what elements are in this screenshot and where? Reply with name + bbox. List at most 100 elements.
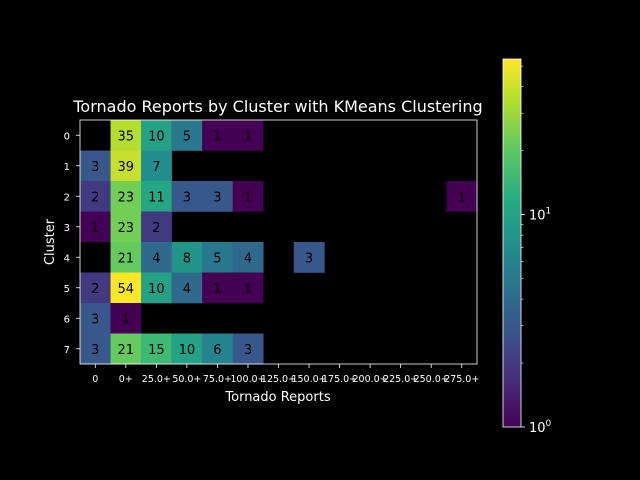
heatmap-cell <box>171 181 203 212</box>
heatmap-cell <box>141 150 172 182</box>
cell-value-label: 4 <box>183 282 191 297</box>
x-axis-label: Tornado Reports <box>224 390 330 405</box>
cell-value-label: 21 <box>118 251 135 266</box>
heatmap-cell <box>171 333 203 365</box>
colorbar-tick-label: 101 <box>529 207 551 224</box>
heatmap-cell <box>141 333 172 365</box>
x-axis-ticks: 0 0+ 25.0+ 50.0+ 75.0+100.0+125.0+150.0+175.… <box>92 364 479 385</box>
cell-value-label: 1 <box>122 312 130 327</box>
cell-value-label: 10 <box>148 282 165 297</box>
x-tick-label: 0+ <box>119 374 133 385</box>
heatmap-cell <box>202 242 233 273</box>
cell-value-label: 1 <box>213 282 221 297</box>
cell-value-label: 2 <box>91 190 99 205</box>
cell-value-label: 1 <box>244 129 252 144</box>
x-tick-label: 100.0+ <box>230 374 265 385</box>
cell-value-label: 7 <box>152 160 160 175</box>
heatmap-cell <box>232 242 264 273</box>
cell-value-label: 3 <box>91 343 99 358</box>
heatmap-cell <box>202 333 233 365</box>
y-tick-label: 1 <box>64 162 70 173</box>
y-tick-label: 4 <box>64 253 70 264</box>
cell-value-label: 54 <box>118 282 135 297</box>
heatmap-cells: 35 10 5 1 13 39 72 23 11 3 3 1 11 23 221 4 8 5 4 32 54 10 4 1 13… <box>80 120 478 365</box>
cell-value-label: 1 <box>458 190 466 205</box>
heatmap-cell <box>110 303 142 334</box>
y-axis-ticks: 0 1 2 3 4 5 6 7 <box>64 131 80 356</box>
heatmap-cell <box>232 120 264 151</box>
cell-value-label: 3 <box>91 312 99 327</box>
heatmap-cell <box>202 120 233 151</box>
chart-title: Tornado Reports by Cluster with KMeans C… <box>72 97 482 116</box>
cell-value-label: 11 <box>148 190 165 205</box>
x-tick-label: 175.0+ <box>322 374 357 385</box>
cell-value-label: 1 <box>91 221 99 236</box>
heatmap-cell <box>110 181 142 212</box>
heatmap-cell <box>80 181 111 212</box>
heatmap-cell <box>232 272 264 304</box>
heatmap-cell <box>141 242 172 273</box>
heatmap-cell <box>141 211 172 243</box>
x-tick-label: 0 <box>92 374 98 385</box>
cell-value-label: 3 <box>244 343 252 358</box>
heatmap-cell <box>232 181 264 212</box>
colorbar-tick-label: 100 <box>529 419 552 436</box>
y-tick-label: 5 <box>64 284 70 295</box>
heatmap-cell <box>80 272 111 304</box>
cell-value-label: 1 <box>213 129 221 144</box>
heatmap-cell <box>141 120 172 151</box>
cell-value-label: 4 <box>244 251 252 266</box>
y-axis-label: Cluster <box>43 218 58 265</box>
cell-value-label: 8 <box>183 251 191 266</box>
cell-value-label: 6 <box>213 343 221 358</box>
cell-value-label: 1 <box>244 282 252 297</box>
x-tick-label: 125.0+ <box>261 374 296 385</box>
heatmap-cell <box>80 150 111 182</box>
cell-value-label: 3 <box>91 160 99 175</box>
heatmap-cell <box>80 303 111 334</box>
heatmap-cell <box>141 272 172 304</box>
x-tick-label: 275.0+ <box>444 374 479 385</box>
cell-value-label: 3 <box>213 190 221 205</box>
y-tick-label: 6 <box>64 314 70 325</box>
y-tick-label: 3 <box>64 223 70 234</box>
cell-value-label: 10 <box>148 129 165 144</box>
cell-value-label: 1 <box>244 190 252 205</box>
x-tick-label: 250.0+ <box>414 374 449 385</box>
heatmap-cell <box>110 272 142 304</box>
cell-value-label: 23 <box>118 221 135 236</box>
heatmap-cell <box>110 120 142 151</box>
colorbar-ticks: 100 101 <box>521 65 552 436</box>
x-tick-label: 25.0+ <box>142 374 171 385</box>
heatmap-cell <box>232 333 264 365</box>
heatmap-cell <box>202 181 233 212</box>
cell-value-label: 15 <box>148 343 165 358</box>
cell-value-label: 10 <box>179 343 196 358</box>
cell-value-label: 2 <box>91 282 99 297</box>
cell-value-label: 2 <box>152 221 160 236</box>
heatmap-cell <box>110 150 142 182</box>
heatmap-cell <box>141 181 172 212</box>
cell-value-label: 3 <box>305 251 313 266</box>
x-tick-label: 75.0+ <box>203 374 232 385</box>
heatmap-cell <box>446 181 478 212</box>
y-tick-label: 0 <box>64 131 70 142</box>
heatmap-cell <box>202 272 233 304</box>
cell-value-label: 35 <box>118 129 135 144</box>
y-tick-label: 2 <box>64 192 70 203</box>
heatmap-cell <box>171 242 203 273</box>
x-tick-label: 200.0+ <box>353 374 388 385</box>
y-tick-label: 7 <box>64 345 70 356</box>
x-tick-label: 50.0+ <box>172 374 201 385</box>
cell-value-label: 21 <box>118 343 135 358</box>
cell-value-label: 5 <box>183 129 191 144</box>
cell-value-label: 3 <box>183 190 191 205</box>
cell-value-label: 39 <box>118 160 135 175</box>
heatmap-cell <box>110 333 142 365</box>
heatmap-cell <box>110 242 142 273</box>
heatmap-cell <box>293 242 325 273</box>
heatmap-cell <box>80 333 111 365</box>
heatmap-cell <box>110 211 142 243</box>
heatmap-cell <box>171 120 203 151</box>
